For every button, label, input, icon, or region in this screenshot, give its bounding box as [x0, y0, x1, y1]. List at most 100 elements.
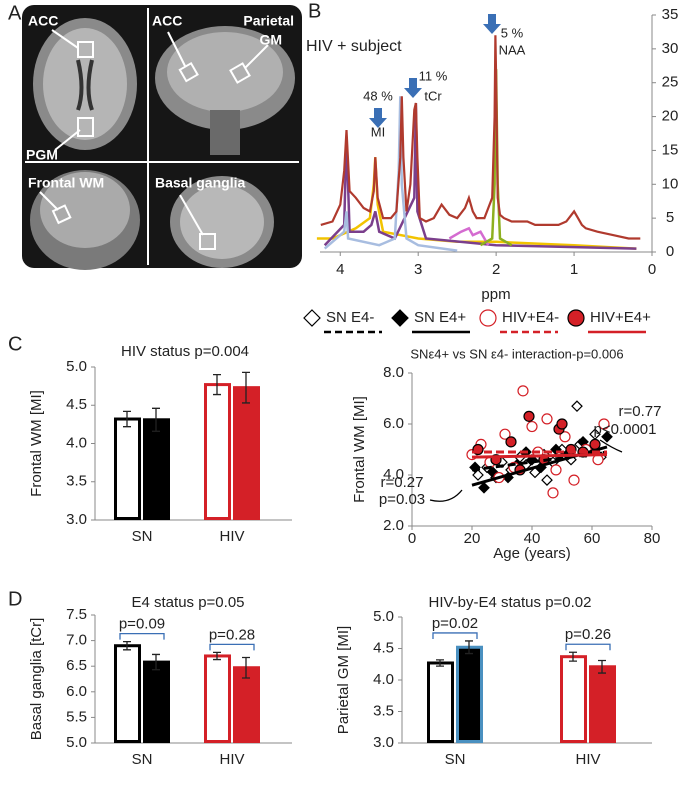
error-bar [436, 659, 444, 667]
mri-sagittal-inner [167, 32, 283, 112]
bar [114, 644, 141, 743]
marker [598, 418, 610, 430]
y-tick-label: 4.0 [383, 466, 404, 483]
x-tick-label: 4 [336, 261, 344, 278]
x-tick-label: 80 [644, 530, 661, 547]
mri-ventricles [76, 59, 94, 111]
spectrum-line [320, 35, 641, 240]
marker [567, 309, 585, 327]
arrow [483, 14, 501, 34]
bar [114, 417, 141, 520]
y-tick-label: 10 [662, 175, 679, 192]
x-axis-label: ppm [481, 286, 510, 303]
y-tick-label: 2.0 [383, 517, 404, 534]
callout [429, 489, 463, 502]
legend-label: SN E4- [326, 309, 374, 326]
y-tick-label: 5.0 [373, 608, 394, 625]
y-tick-label: 7.0 [66, 632, 87, 649]
y-tick-label: 4.5 [373, 639, 394, 656]
mri-brainstem [210, 110, 240, 155]
arrow [404, 78, 422, 98]
y-tick-label: 7.5 [66, 606, 87, 623]
panel-label: B [308, 0, 321, 22]
x-axis-label: Age (years) [493, 545, 571, 562]
marker [479, 309, 497, 327]
marker [526, 420, 538, 433]
bar [456, 645, 483, 743]
bracket [432, 632, 478, 639]
y-tick-label: 3.0 [66, 511, 87, 528]
bracket [119, 632, 165, 640]
y-tick-label: 30 [662, 40, 679, 57]
marker [391, 309, 409, 327]
y-axis-label: Frontal WM [MI] [28, 390, 45, 497]
annotation: NAA [499, 42, 526, 57]
marker [523, 410, 535, 422]
marker [541, 474, 553, 486]
mri-label: PGM [26, 147, 58, 163]
y-tick-label: 5.0 [66, 734, 87, 751]
y-tick-label: 4.5 [66, 396, 87, 413]
marker [529, 466, 541, 479]
x-tick-label: 60 [584, 530, 601, 547]
y-tick-label: 6.5 [66, 657, 87, 674]
voxels [39, 29, 269, 250]
marker [601, 430, 613, 443]
marker [541, 413, 553, 425]
y-axis-label: Basal ganglia [tCr] [28, 618, 45, 741]
callout [599, 439, 623, 453]
mri-label: ACC [28, 13, 58, 29]
title: HIV status p=0.004 [121, 343, 249, 360]
x-tick-label: SN [132, 528, 153, 545]
voxel [229, 62, 251, 84]
voxel [51, 204, 72, 225]
error-bar [213, 651, 221, 661]
y-tick-label: 5 [666, 209, 674, 226]
x-tick-label: HIV [219, 751, 244, 768]
y-tick-label: 15 [662, 141, 679, 158]
annotation: p=0.03 [379, 491, 425, 508]
y-tick-label: 3.5 [66, 473, 87, 490]
bracket [565, 643, 611, 651]
y-tick-label: 20 [662, 108, 679, 125]
fit-line [471, 453, 608, 459]
annotation: p<0.0001 [594, 421, 657, 438]
panel-label: A [8, 2, 22, 24]
error-bar [152, 407, 160, 432]
bar [143, 418, 170, 520]
error-bar [465, 640, 473, 655]
mri-label: Basal ganglia [155, 175, 245, 191]
y-tick-label: 35 [662, 6, 679, 23]
panel-label: D [8, 588, 22, 610]
error-bar [598, 659, 606, 674]
x-tick-label: 20 [464, 530, 481, 547]
legend-label: HIV+E4- [502, 309, 559, 326]
error-bar [242, 371, 250, 404]
x-tick-label: 1 [570, 261, 578, 278]
annotation: 5 % [501, 25, 524, 40]
bar [204, 654, 231, 744]
marker [547, 487, 559, 499]
mri-coronal-inner [40, 172, 130, 248]
x-tick-label: 0 [648, 261, 656, 278]
marker [571, 400, 583, 412]
annotation: r=0.27 [381, 474, 424, 491]
subtitle: HIV + subject [306, 38, 402, 55]
error-bar [123, 640, 131, 651]
voxel [178, 61, 199, 83]
y-tick-label: 3.0 [373, 734, 394, 751]
annotation: tCr [424, 88, 442, 103]
marker [559, 431, 571, 443]
x-tick-label: 40 [524, 530, 541, 547]
marker [556, 418, 568, 430]
annotation: p=0.02 [432, 615, 478, 632]
x-tick-label: 3 [414, 261, 422, 278]
spectrum-line [316, 157, 637, 250]
title: SNε4+ vs SN ε4- interaction-p=0.006 [410, 346, 623, 361]
y-tick-label: 6.0 [383, 415, 404, 432]
bar [560, 655, 587, 743]
title: E4 status p=0.05 [132, 594, 245, 611]
annotation: MI [371, 124, 385, 139]
